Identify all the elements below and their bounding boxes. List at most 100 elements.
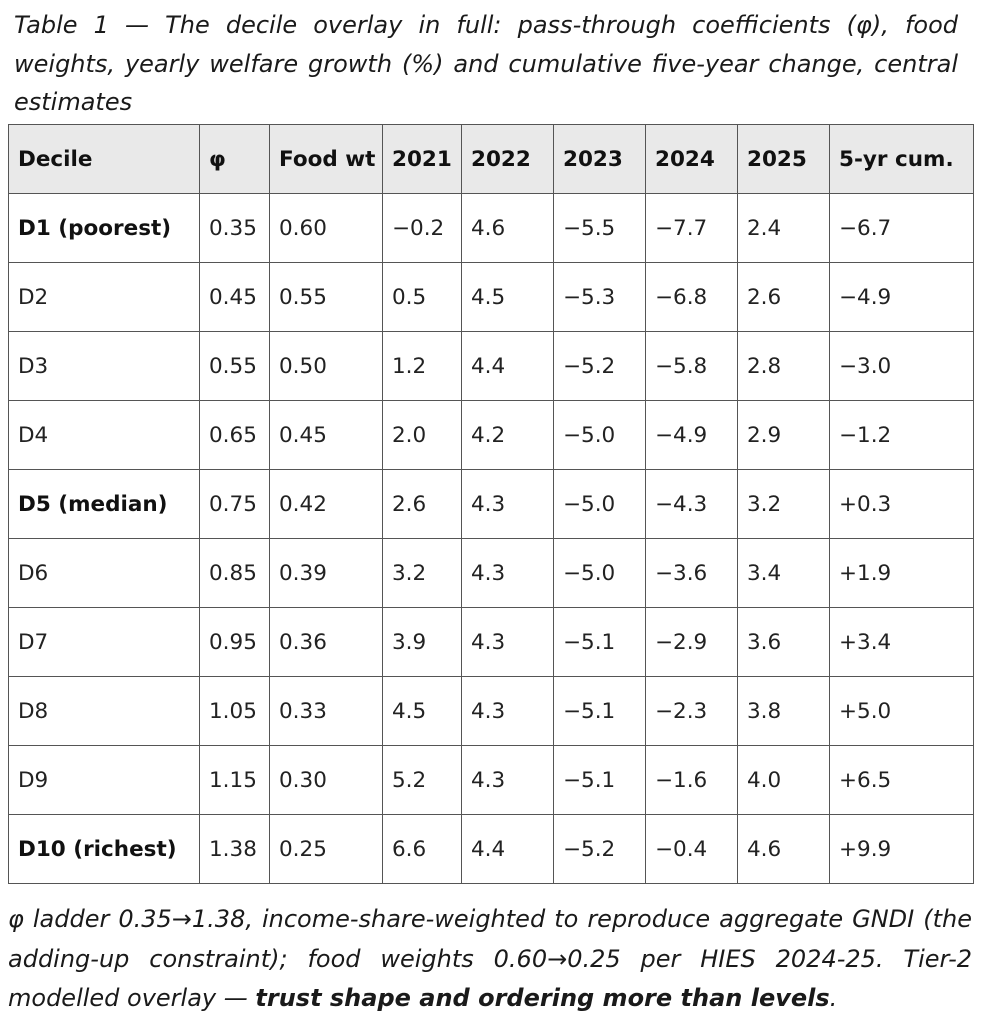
cell-2025: 4.0 (737, 745, 830, 815)
cell-2025: 3.4 (737, 538, 830, 608)
table-row: D5 (median) 0.75 0.42 2.6 4.3 −5.0 −4.3 3.2 +0.3 (8, 469, 974, 539)
cell-phi: 0.75 (199, 469, 270, 539)
header-phi: φ (199, 124, 270, 194)
cell-2025: 4.6 (737, 814, 830, 884)
footnote-text: φ ladder 0.35→1.38, income-share-weighte… (8, 905, 972, 1012)
cell-5yr-cumulative: +9.9 (829, 814, 974, 884)
cell-phi: 0.35 (199, 193, 270, 263)
header-2024: 2024 (645, 124, 738, 194)
cell-2023: −5.0 (553, 400, 646, 470)
cell-food-weight: 0.45 (269, 400, 383, 470)
cell-2021: 2.0 (382, 400, 462, 470)
cell-2024: −0.4 (645, 814, 738, 884)
header-5yr-cumulative: 5-yr cum. (829, 124, 974, 194)
table-row: D4 0.65 0.45 2.0 4.2 −5.0 −4.9 2.9 −1.2 (8, 400, 974, 470)
cell-decile: D3 (8, 331, 200, 401)
cell-phi: 1.15 (199, 745, 270, 815)
cell-food-weight: 0.50 (269, 331, 383, 401)
header-food-weight: Food wt (269, 124, 383, 194)
cell-decile: D6 (8, 538, 200, 608)
cell-2023: −5.0 (553, 469, 646, 539)
table-row: D7 0.95 0.36 3.9 4.3 −5.1 −2.9 3.6 +3.4 (8, 607, 974, 677)
footnote-end: . (829, 984, 838, 1012)
table-footnote: φ ladder 0.35→1.38, income-share-weighte… (8, 900, 972, 1019)
cell-2021: 5.2 (382, 745, 462, 815)
cell-2024: −3.6 (645, 538, 738, 608)
cell-food-weight: 0.36 (269, 607, 383, 677)
cell-2022: 4.4 (461, 331, 554, 401)
table-body: D1 (poorest) 0.35 0.60 −0.2 4.6 −5.5 −7.7 2.4 −6… (8, 193, 974, 884)
cell-2023: −5.2 (553, 331, 646, 401)
cell-5yr-cumulative: −4.9 (829, 262, 974, 332)
cell-2024: −5.8 (645, 331, 738, 401)
cell-2024: −7.7 (645, 193, 738, 263)
cell-2023: −5.0 (553, 538, 646, 608)
cell-phi: 0.65 (199, 400, 270, 470)
header-2023: 2023 (553, 124, 646, 194)
cell-2021: 4.5 (382, 676, 462, 746)
cell-2024: −4.9 (645, 400, 738, 470)
cell-5yr-cumulative: +1.9 (829, 538, 974, 608)
cell-phi: 1.38 (199, 814, 270, 884)
cell-2022: 4.6 (461, 193, 554, 263)
header-2022: 2022 (461, 124, 554, 194)
cell-decile: D8 (8, 676, 200, 746)
cell-2021: 2.6 (382, 469, 462, 539)
cell-2021: 0.5 (382, 262, 462, 332)
cell-2021: 1.2 (382, 331, 462, 401)
cell-decile: D9 (8, 745, 200, 815)
cell-5yr-cumulative: +6.5 (829, 745, 974, 815)
cell-2021: 6.6 (382, 814, 462, 884)
cell-2022: 4.5 (461, 262, 554, 332)
cell-2023: −5.5 (553, 193, 646, 263)
cell-2022: 4.3 (461, 745, 554, 815)
cell-5yr-cumulative: +0.3 (829, 469, 974, 539)
cell-decile: D1 (poorest) (8, 193, 200, 263)
table-row: D8 1.05 0.33 4.5 4.3 −5.1 −2.3 3.8 +5.0 (8, 676, 974, 746)
cell-2024: −1.6 (645, 745, 738, 815)
cell-2022: 4.3 (461, 538, 554, 608)
table-row: D9 1.15 0.30 5.2 4.3 −5.1 −1.6 4.0 +6.5 (8, 745, 974, 815)
header-decile: Decile (8, 124, 200, 194)
decile-overlay-table: Decile φ Food wt 2021 2022 2023 2024 202… (8, 124, 974, 884)
cell-food-weight: 0.42 (269, 469, 383, 539)
cell-2025: 2.9 (737, 400, 830, 470)
cell-2025: 3.8 (737, 676, 830, 746)
cell-phi: 0.55 (199, 331, 270, 401)
cell-2025: 3.2 (737, 469, 830, 539)
cell-2024: −2.9 (645, 607, 738, 677)
table-header-row: Decile φ Food wt 2021 2022 2023 2024 202… (8, 124, 974, 194)
cell-2024: −4.3 (645, 469, 738, 539)
cell-food-weight: 0.39 (269, 538, 383, 608)
cell-food-weight: 0.30 (269, 745, 383, 815)
table-row: D10 (richest) 1.38 0.25 6.6 4.4 −5.2 −0.4 4.6 +9… (8, 814, 974, 884)
cell-2023: −5.1 (553, 607, 646, 677)
cell-2021: 3.9 (382, 607, 462, 677)
cell-decile: D10 (richest) (8, 814, 200, 884)
cell-decile: D5 (median) (8, 469, 200, 539)
cell-decile: D4 (8, 400, 200, 470)
cell-food-weight: 0.60 (269, 193, 383, 263)
table-caption: Table 1 — The decile overlay in full: pa… (14, 11, 958, 116)
cell-phi: 0.95 (199, 607, 270, 677)
table-row: D1 (poorest) 0.35 0.60 −0.2 4.6 −5.5 −7.7 2.4 −6… (8, 193, 974, 263)
cell-2023: −5.2 (553, 814, 646, 884)
cell-2025: 2.8 (737, 331, 830, 401)
cell-food-weight: 0.33 (269, 676, 383, 746)
cell-phi: 0.85 (199, 538, 270, 608)
table-row: D2 0.45 0.55 0.5 4.5 −5.3 −6.8 2.6 −4.9 (8, 262, 974, 332)
header-2025: 2025 (737, 124, 830, 194)
header-2021: 2021 (382, 124, 462, 194)
cell-2022: 4.4 (461, 814, 554, 884)
cell-5yr-cumulative: +3.4 (829, 607, 974, 677)
table-row: D6 0.85 0.39 3.2 4.3 −5.0 −3.6 3.4 +1.9 (8, 538, 974, 608)
cell-2025: 2.4 (737, 193, 830, 263)
cell-decile: D2 (8, 262, 200, 332)
cell-2022: 4.3 (461, 607, 554, 677)
footnote-emphasis: trust shape and ordering more than level… (255, 984, 830, 1012)
cell-phi: 1.05 (199, 676, 270, 746)
cell-phi: 0.45 (199, 262, 270, 332)
cell-2025: 2.6 (737, 262, 830, 332)
cell-5yr-cumulative: +5.0 (829, 676, 974, 746)
cell-decile: D7 (8, 607, 200, 677)
